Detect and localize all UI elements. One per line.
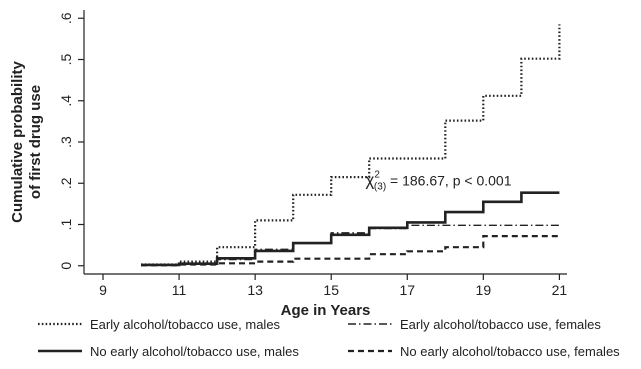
x-tick-label: 13 <box>247 282 263 298</box>
y-tick-label: .4 <box>58 95 74 107</box>
legend-label-1: Early alcohol/tobacco use, males <box>90 317 281 332</box>
x-tick-label: 11 <box>172 282 187 298</box>
x-tick-label: 21 <box>552 282 568 298</box>
chi-superscript: 2 <box>374 169 380 180</box>
y-tick-label: .5 <box>58 53 74 65</box>
legend: Early alcohol/tobacco use, males Early al… <box>38 317 620 359</box>
axes-layer: 0 .1 .2 .3 .4 .5 .6 9 11 13 15 17 19 21 Age in Years Cu… <box>9 10 567 319</box>
y-tick-label: .6 <box>58 12 74 24</box>
y-tick-label: .1 <box>58 218 74 230</box>
series-line-4 <box>141 235 560 267</box>
chi-symbol: χ <box>365 170 374 189</box>
x-axis-title: Age in Years <box>281 302 371 319</box>
legend-label-4: No early alcohol/tobacco use, females <box>400 344 620 359</box>
y-axis-title-line-1: Cumulative probability <box>9 61 26 223</box>
series-line-3 <box>141 191 560 267</box>
x-tick-label: 15 <box>323 282 339 298</box>
annotation-layer: χ2 (3) = 186.67, p < 0.001 <box>365 169 511 192</box>
chi-square-annotation: χ2 (3) = 186.67, p < 0.001 <box>365 169 511 192</box>
series-line-1 <box>141 24 561 266</box>
y-tick-label: .2 <box>58 177 74 189</box>
chi-subscript: (3) <box>374 181 386 192</box>
series-layer <box>141 24 561 267</box>
x-tick-label: 17 <box>399 282 415 298</box>
x-tick-label: 9 <box>99 282 107 298</box>
series-line-2 <box>141 224 560 266</box>
chi-value: = 186.67, p < 0.001 <box>386 172 512 188</box>
y-tick-label: 0 <box>58 262 74 270</box>
y-tick-label: .3 <box>58 136 74 148</box>
legend-label-2: Early alcohol/tobacco use, females <box>400 317 601 332</box>
x-tick-label: 19 <box>476 282 492 298</box>
legend-label-3: No early alcohol/tobacco use, males <box>90 344 299 359</box>
y-axis-title-line-2: of first drug use <box>27 85 44 199</box>
